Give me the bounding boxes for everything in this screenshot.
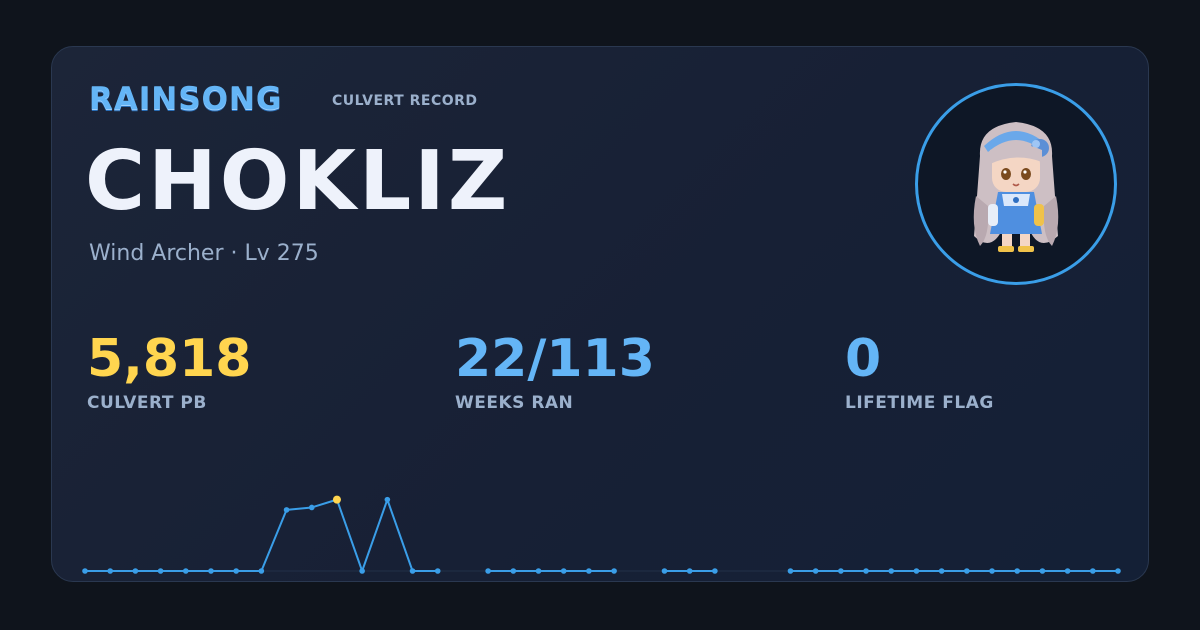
chart-point: [359, 568, 365, 574]
chart-point: [182, 568, 189, 574]
chart-point: [586, 568, 592, 574]
chart-point: [384, 496, 391, 503]
chart-point: [686, 568, 693, 574]
chart-point: [1115, 568, 1121, 574]
chart-point: [863, 568, 869, 574]
chart-point: [787, 568, 794, 574]
stat-label: LIFETIME FLAG: [845, 393, 994, 413]
chart-point: [409, 568, 416, 574]
character-avatar: [915, 83, 1117, 285]
weekly-score-chart: [82, 495, 1121, 574]
stat-value: 0: [845, 329, 882, 389]
character-avatar-icon: [973, 122, 1059, 252]
chart-point: [82, 568, 88, 574]
culvert-record-card: RAINSONG CULVERT RECORD CHOKLIZ Wind Arc…: [51, 46, 1149, 582]
chart-point: [661, 568, 668, 574]
chart-point: [611, 568, 617, 574]
chart-point: [208, 568, 214, 574]
chart-point: [989, 568, 995, 574]
record-subtitle: CULVERT RECORD: [332, 93, 478, 109]
score-line-segment: [85, 498, 438, 572]
chart-point: [964, 568, 970, 574]
chart-point: [1039, 568, 1046, 574]
stat-culvert-pb: 5,818 CULVERT PB: [87, 329, 251, 413]
chart-point: [258, 568, 265, 574]
chart-point: [712, 568, 718, 574]
player-name: CHOKLIZ: [85, 134, 511, 229]
chart-point: [485, 568, 491, 574]
chart-point: [812, 568, 819, 574]
chart-point: [913, 568, 920, 574]
chart-point: [1014, 568, 1021, 574]
chart-point: [107, 568, 113, 574]
chart-point: [560, 568, 567, 574]
chart-point: [283, 507, 290, 513]
stat-lifetime-flag: 0 LIFETIME FLAG: [845, 329, 994, 413]
chart-point: [157, 568, 164, 574]
chart-point: [1064, 568, 1071, 574]
chart-point: [308, 504, 315, 511]
chart-point: [535, 568, 542, 574]
stat-weeks-ran: 22/113 WEEKS RAN: [455, 329, 655, 413]
chart-point: [233, 568, 239, 574]
stat-value: 22/113: [455, 329, 655, 389]
chart-point: [510, 568, 517, 574]
guild-brand: RAINSONG: [89, 81, 283, 117]
player-class-level: Wind Archer · Lv 275: [89, 241, 319, 266]
chart-point: [838, 568, 844, 574]
chart-point-personal-best: [332, 495, 341, 504]
chart-point: [888, 568, 895, 574]
chart-point: [1090, 568, 1096, 574]
chart-point: [938, 568, 945, 574]
stat-label: WEEKS RAN: [455, 393, 574, 413]
stat-label: CULVERT PB: [87, 393, 207, 413]
chart-point: [132, 568, 139, 574]
chart-point: [434, 568, 441, 574]
stat-value: 5,818: [87, 329, 252, 389]
